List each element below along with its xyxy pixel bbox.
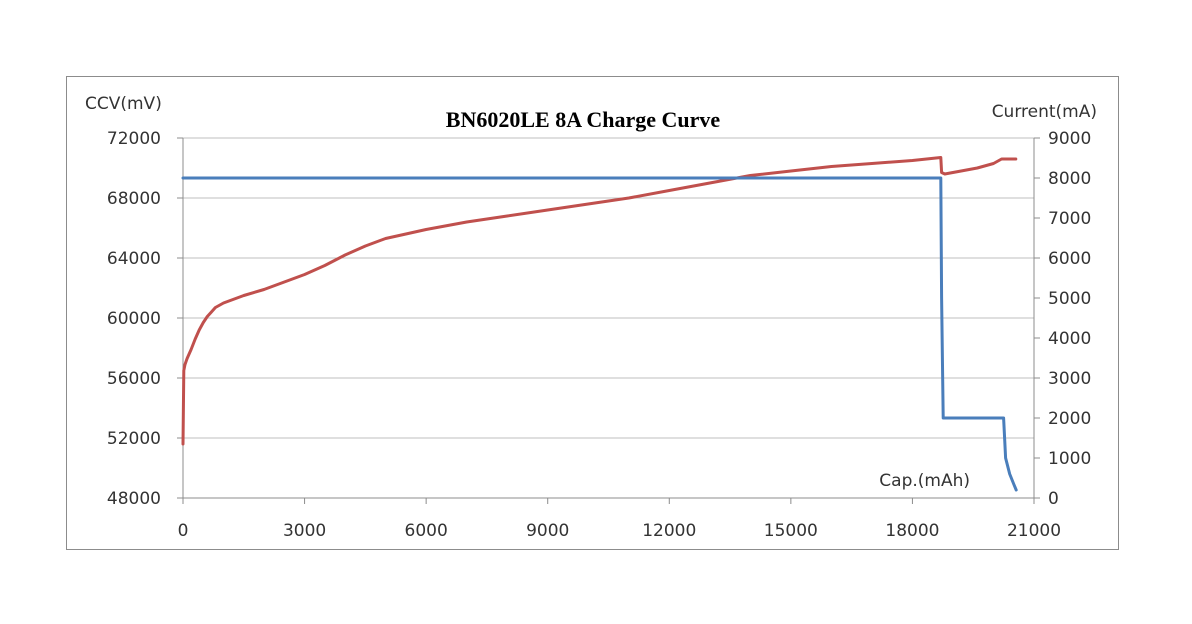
y-right-tick-label: 4000 (1048, 329, 1091, 349)
chart-svg: BN6020LE 8A Charge Curve CCV(mV) Current… (85, 94, 1097, 541)
x-axis-title: Cap.(mAh) (879, 471, 970, 491)
y-right-tick-label: 5000 (1048, 289, 1091, 309)
x-tick-label: 9000 (526, 521, 569, 541)
current-series-line (181, 176, 1018, 492)
x-tick-label: 18000 (885, 521, 939, 541)
x-tick-label: 6000 (405, 521, 448, 541)
y-right-tick-label: 0 (1048, 489, 1059, 509)
grid (183, 137, 1034, 499)
y-right-tick-label: 6000 (1048, 249, 1091, 269)
y-right-tick-label: 2000 (1048, 409, 1091, 429)
tick-labels: 4800052000560006000064000680007200001000… (107, 129, 1091, 541)
y-right-tick-label: 8000 (1048, 169, 1091, 189)
axes (177, 137, 1040, 504)
y-left-tick-label: 72000 (107, 129, 161, 149)
title-background (405, 101, 761, 137)
y-left-tick-label: 68000 (107, 189, 161, 209)
y-right-axis-title: Current(mA) (992, 102, 1097, 122)
x-tick-label: 12000 (642, 521, 696, 541)
voltage-series-line (181, 156, 1018, 446)
chart-frame: BN6020LE 8A Charge Curve CCV(mV) Current… (66, 76, 1119, 550)
y-left-axis-title: CCV(mV) (85, 94, 162, 114)
y-left-tick-label: 60000 (107, 309, 161, 329)
y-left-tick-label: 64000 (107, 249, 161, 269)
y-left-tick-label: 52000 (107, 429, 161, 449)
y-left-tick-label: 56000 (107, 369, 161, 389)
series (181, 156, 1018, 492)
x-tick-label: 3000 (283, 521, 326, 541)
y-right-tick-label: 9000 (1048, 129, 1091, 149)
x-tick-label: 0 (178, 521, 189, 541)
y-right-tick-label: 3000 (1048, 369, 1091, 389)
y-left-tick-label: 48000 (107, 489, 161, 509)
y-right-tick-label: 1000 (1048, 449, 1091, 469)
x-tick-label: 21000 (1007, 521, 1061, 541)
chart-title: BN6020LE 8A Charge Curve (446, 107, 721, 132)
y-right-tick-label: 7000 (1048, 209, 1091, 229)
x-tick-label: 15000 (764, 521, 818, 541)
